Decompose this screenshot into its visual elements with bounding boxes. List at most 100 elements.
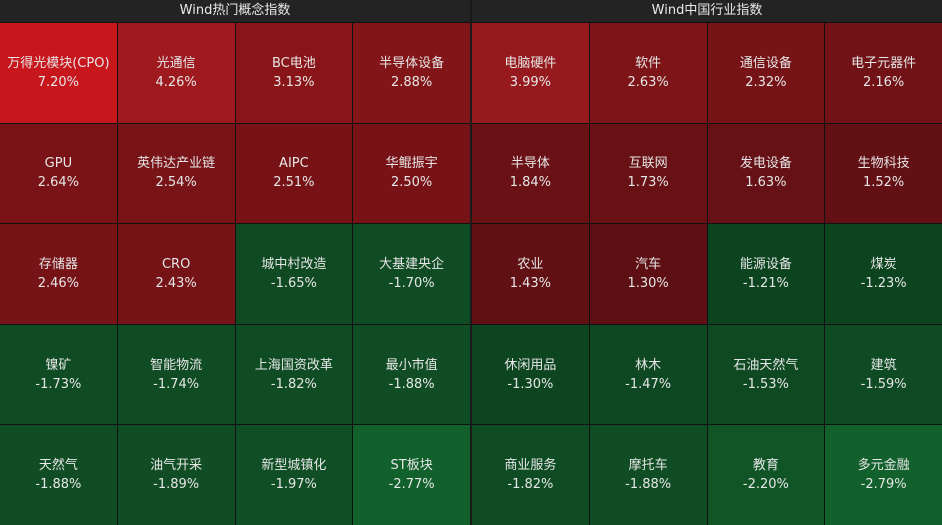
- tile-change: -2.77%: [388, 477, 435, 493]
- tile[interactable]: 休闲用品 -1.30%: [472, 324, 589, 425]
- tile[interactable]: 华鲲振宇 2.50%: [353, 123, 470, 224]
- tile-change: 2.64%: [37, 175, 80, 191]
- tile-change: -2.79%: [860, 477, 907, 493]
- tile[interactable]: 农业 1.43%: [472, 224, 589, 324]
- tile-name: 煤炭: [870, 256, 897, 272]
- tile-name: 油气开采: [150, 458, 203, 474]
- tile[interactable]: 电脑硬件 3.99%: [472, 23, 589, 123]
- tile-change: 3.99%: [509, 74, 552, 90]
- tile-change: 2.88%: [390, 74, 433, 90]
- tile[interactable]: 天然气 -1.88%: [0, 425, 117, 525]
- tile-name: 电脑硬件: [504, 55, 557, 71]
- tile-change: -1.23%: [860, 275, 907, 291]
- tile-change: 2.43%: [155, 275, 197, 291]
- tile[interactable]: 石油天然气 -1.53%: [707, 324, 825, 425]
- tile-name: 万得光模块(CPO): [7, 55, 110, 71]
- tile-change: -1.59%: [860, 376, 907, 392]
- tile-name: 通信设备: [739, 55, 792, 71]
- tile[interactable]: 教育 -2.20%: [707, 425, 825, 525]
- tile-grid: 电脑硬件 3.99% 软件 2.63% 通信设备 2.32% 电子元器件 2.16% 半导体 1.…: [472, 23, 942, 525]
- tile-change: 1.52%: [862, 175, 905, 191]
- tile[interactable]: 建筑 -1.59%: [825, 324, 942, 425]
- tile-name: 农业: [517, 256, 544, 272]
- tile-name: 摩托车: [628, 458, 668, 474]
- tile[interactable]: 能源设备 -1.21%: [707, 224, 825, 324]
- tile-change: 2.63%: [627, 74, 669, 90]
- tile[interactable]: AIPC 2.51%: [235, 123, 353, 224]
- tile-name: 电子元器件: [851, 55, 917, 71]
- tile[interactable]: 汽车 1.30%: [589, 224, 707, 324]
- tile-change: 3.13%: [273, 74, 315, 90]
- tile[interactable]: 最小市值 -1.88%: [353, 324, 470, 425]
- tile[interactable]: 生物科技 1.52%: [825, 123, 942, 224]
- tile[interactable]: 互联网 1.73%: [589, 123, 707, 224]
- tile-change: 4.26%: [155, 74, 197, 90]
- tile[interactable]: 万得光模块(CPO) 7.20%: [0, 23, 117, 123]
- tile-change: -1.82%: [507, 477, 554, 493]
- tile-change: -1.53%: [742, 376, 789, 392]
- tile-name: CRO: [161, 256, 191, 272]
- tile-name: 城中村改造: [261, 256, 327, 272]
- tile-name: 发电设备: [739, 156, 792, 172]
- panel-title: Wind中国行业指数: [472, 0, 942, 23]
- tile-name: 石油天然气: [733, 357, 799, 373]
- tile[interactable]: 镍矿 -1.73%: [0, 324, 117, 425]
- tile[interactable]: 英伟达产业链 2.54%: [117, 123, 235, 224]
- tile[interactable]: 商业服务 -1.82%: [472, 425, 589, 525]
- tile-change: -1.88%: [625, 477, 672, 493]
- tile[interactable]: 电子元器件 2.16%: [825, 23, 942, 123]
- tile-change: 2.51%: [273, 175, 315, 191]
- tile-name: 汽车: [635, 256, 662, 272]
- tile-change: 2.54%: [155, 175, 197, 191]
- tile[interactable]: 城中村改造 -1.65%: [235, 224, 353, 324]
- tile[interactable]: 半导体 1.84%: [472, 123, 589, 224]
- tile-name: 休闲用品: [504, 357, 557, 373]
- tile-change: 2.46%: [37, 275, 80, 291]
- tile[interactable]: 摩托车 -1.88%: [589, 425, 707, 525]
- tile[interactable]: 油气开采 -1.89%: [117, 425, 235, 525]
- tile[interactable]: ST板块 -2.77%: [353, 425, 470, 525]
- tile-change: -1.88%: [388, 376, 435, 392]
- tile[interactable]: 多元金融 -2.79%: [825, 425, 942, 525]
- tile-name: 商业服务: [504, 458, 557, 474]
- tile[interactable]: 煤炭 -1.23%: [825, 224, 942, 324]
- tile[interactable]: GPU 2.64%: [0, 123, 117, 224]
- tile-change: -1.82%: [270, 376, 317, 392]
- tile-change: 1.43%: [509, 275, 552, 291]
- tile-name: 教育: [752, 458, 779, 474]
- tile[interactable]: BC电池 3.13%: [235, 23, 353, 123]
- tile-change: 1.84%: [509, 175, 552, 191]
- tile-change: -1.47%: [625, 376, 672, 392]
- tile-change: -1.97%: [270, 477, 317, 493]
- tile-name: 智能物流: [150, 357, 203, 373]
- tile[interactable]: 存储器 2.46%: [0, 224, 117, 324]
- tile[interactable]: 上海国资改革 -1.82%: [235, 324, 353, 425]
- panel: Wind中国行业指数电脑硬件 3.99% 软件 2.63% 通信设备 2.32% 电子元器件…: [472, 0, 942, 525]
- tile-change: 2.50%: [390, 175, 433, 191]
- tile[interactable]: 光通信 4.26%: [117, 23, 235, 123]
- tile-name: 上海国资改革: [254, 357, 333, 373]
- tile-change: 1.73%: [627, 175, 669, 191]
- tile-change: -1.74%: [153, 376, 200, 392]
- tile[interactable]: CRO 2.43%: [117, 224, 235, 324]
- tile[interactable]: 新型城镇化 -1.97%: [235, 425, 353, 525]
- tile[interactable]: 发电设备 1.63%: [707, 123, 825, 224]
- tile-name: 能源设备: [739, 256, 792, 272]
- tile[interactable]: 半导体设备 2.88%: [353, 23, 470, 123]
- tile-change: -1.73%: [35, 376, 82, 392]
- tile-name: 多元金融: [857, 458, 910, 474]
- tile-name: 光通信: [156, 55, 196, 71]
- tile-name: 软件: [635, 55, 662, 71]
- tile[interactable]: 智能物流 -1.74%: [117, 324, 235, 425]
- panel-title: Wind热门概念指数: [0, 0, 470, 23]
- tile-name: 英伟达产业链: [137, 156, 216, 172]
- tile-name: 最小市值: [385, 357, 438, 373]
- tile-name: GPU: [44, 156, 73, 172]
- tile-name: 建筑: [870, 357, 897, 373]
- tile-change: 2.32%: [745, 74, 787, 90]
- tile[interactable]: 通信设备 2.32%: [707, 23, 825, 123]
- tile[interactable]: 林木 -1.47%: [589, 324, 707, 425]
- tile[interactable]: 大基建央企 -1.70%: [353, 224, 470, 324]
- tile-name: AIPC: [279, 156, 309, 172]
- tile[interactable]: 软件 2.63%: [589, 23, 707, 123]
